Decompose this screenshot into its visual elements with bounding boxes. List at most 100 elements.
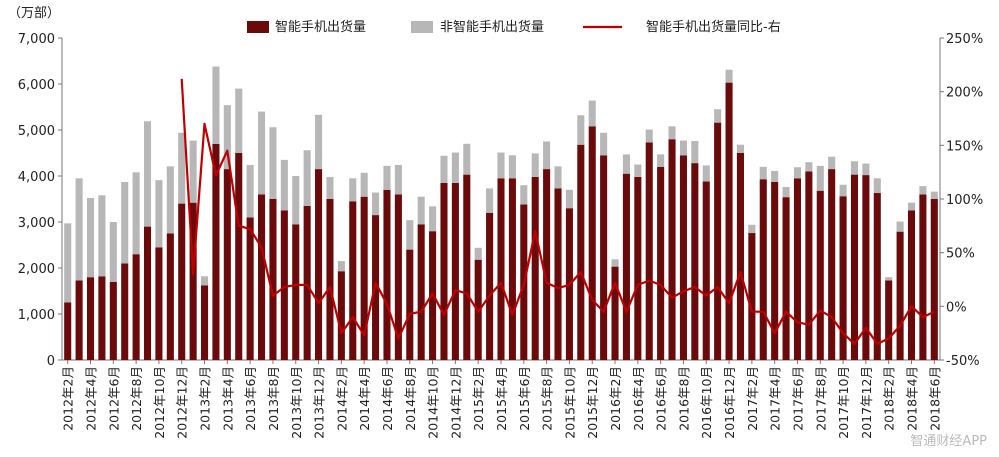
bar-nonsmart (269, 127, 277, 199)
bar-smart (725, 82, 733, 361)
bar-smart (805, 171, 813, 360)
bar-nonsmart (702, 165, 710, 182)
bar-smart (75, 280, 83, 360)
x-tick-label: 2017年4月 (768, 366, 783, 431)
bars (64, 66, 938, 361)
bar-nonsmart (372, 192, 380, 216)
bar-smart (850, 174, 859, 360)
bar-smart (930, 199, 938, 360)
bar-nonsmart (577, 115, 585, 145)
bar-nonsmart (143, 121, 152, 227)
bar-nonsmart (189, 140, 197, 203)
bar-smart (782, 197, 790, 360)
x-tick-label: 2017年8月 (813, 366, 828, 431)
bar-nonsmart (178, 132, 186, 204)
bar-smart (440, 182, 448, 360)
bar-nonsmart (543, 141, 551, 170)
bar-nonsmart (508, 155, 516, 179)
x-tick-label: 2014年12月 (448, 366, 463, 439)
y-axis-right: -50% 0% 50% 100% 150% 200% 250% (940, 32, 983, 369)
bar-smart (98, 276, 106, 360)
bar-nonsmart (98, 195, 106, 277)
bar-smart (166, 233, 174, 360)
y-tick-label: 7,000 (18, 32, 55, 47)
bar-nonsmart (349, 178, 357, 202)
bar-nonsmart (725, 69, 733, 83)
y2-tick-label: 200% (946, 86, 983, 101)
bar-nonsmart (406, 220, 414, 250)
bar-smart (235, 153, 243, 360)
bar-smart (645, 142, 653, 360)
x-tick-label: 2013年10月 (289, 366, 304, 439)
x-tick-label: 2016年6月 (654, 366, 669, 431)
bar-nonsmart (782, 187, 790, 198)
bar-smart (634, 176, 642, 360)
bar-nonsmart (200, 276, 209, 286)
x-tick-label: 2014年8月 (403, 366, 418, 431)
bar-nonsmart (280, 159, 288, 211)
bar-smart (155, 247, 163, 360)
bar-nonsmart (223, 105, 231, 170)
x-tick-label: 2015年4月 (494, 366, 509, 431)
legend-label-yoy: 智能手机出货量同比-右 (646, 19, 781, 35)
bar-nonsmart (862, 163, 870, 176)
y-axis-unit-label: （万部） (8, 6, 60, 21)
x-tick-label: 2014年4月 (357, 366, 372, 431)
bar-smart (394, 194, 402, 360)
x-tick-label: 2016年10月 (699, 366, 714, 439)
bar-nonsmart (839, 184, 847, 197)
bar-smart (109, 281, 117, 360)
bar-nonsmart (235, 88, 243, 153)
bar-smart (315, 169, 323, 360)
y2-tick-label: 250% (946, 32, 983, 47)
bar-smart (714, 122, 722, 360)
bar-nonsmart (440, 155, 448, 183)
bar-smart (748, 233, 756, 360)
x-tick-label: 2012年8月 (129, 366, 144, 431)
bar-smart (919, 194, 927, 360)
bar-nonsmart (246, 164, 254, 218)
bar-nonsmart (930, 191, 938, 199)
x-tick-label: 2016年8月 (676, 366, 691, 431)
y-tick-label: 4,000 (18, 170, 55, 185)
x-tick-label: 2016年4月 (631, 366, 646, 431)
legend-swatch-smart (247, 21, 269, 33)
bar-nonsmart (383, 165, 391, 190)
bar-smart (451, 182, 459, 360)
watermark: 智通财经APP (910, 434, 987, 449)
bar-smart (600, 155, 608, 360)
bar-nonsmart (166, 166, 174, 234)
bar-smart (759, 179, 767, 360)
bar-smart (212, 143, 220, 360)
bar-smart (793, 178, 802, 360)
bar-smart (577, 144, 585, 360)
bar-nonsmart (850, 161, 859, 175)
bar-smart (554, 188, 562, 360)
x-tick-label: 2013年8月 (266, 366, 281, 431)
y2-tick-label: 100% (946, 193, 983, 208)
bar-nonsmart (885, 277, 893, 281)
bar-nonsmart (714, 109, 722, 123)
y-tick-label: 6,000 (18, 78, 55, 93)
x-tick-label: 2015年2月 (471, 366, 486, 431)
bar-nonsmart (64, 223, 72, 303)
bar-smart (143, 226, 152, 360)
bar-nonsmart (668, 126, 676, 140)
x-tick-label: 2018年6月 (927, 366, 942, 431)
x-tick-label: 2012年12月 (175, 366, 190, 439)
bar-smart (862, 175, 870, 360)
bar-nonsmart (474, 247, 482, 260)
x-tick-label: 2016年2月 (608, 366, 623, 431)
bar-smart (531, 176, 539, 360)
bar-smart (611, 266, 619, 360)
bar-nonsmart (497, 152, 505, 179)
bar-nonsmart (531, 153, 539, 177)
y2-tick-label: -50% (946, 354, 980, 369)
bar-nonsmart (645, 129, 653, 143)
y-tick-label: 3,000 (18, 216, 55, 231)
bar-nonsmart (634, 164, 642, 177)
x-tick-label: 2013年12月 (312, 366, 327, 439)
bar-nonsmart (75, 178, 83, 281)
